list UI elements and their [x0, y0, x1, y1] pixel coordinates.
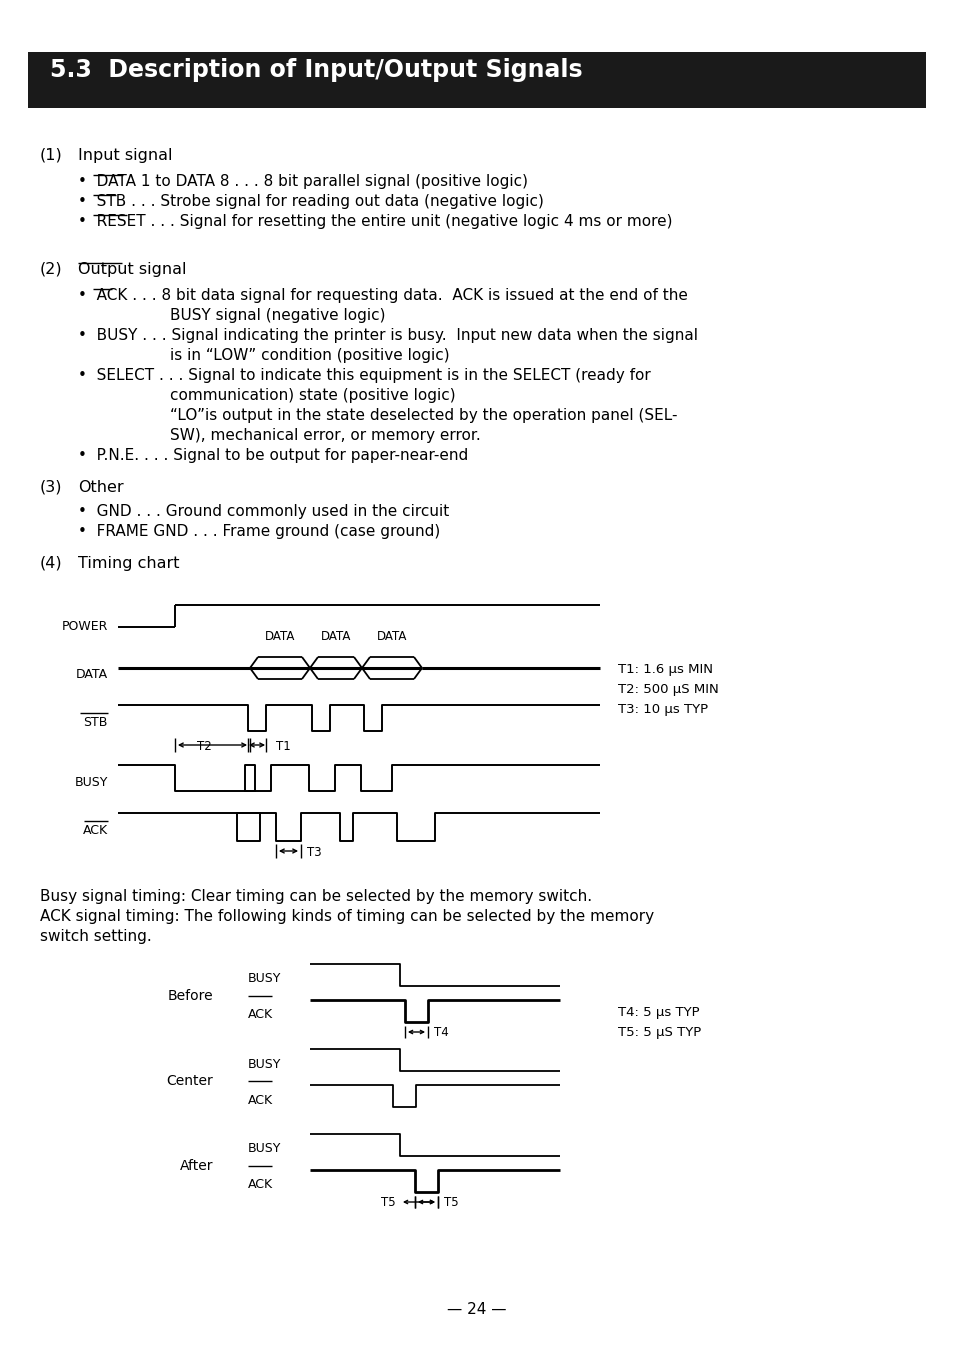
Text: BUSY signal (negative logic): BUSY signal (negative logic) [170, 308, 385, 323]
Text: BUSY: BUSY [74, 776, 108, 790]
Text: DATA: DATA [376, 630, 407, 644]
Text: (4): (4) [40, 556, 63, 571]
Text: Timing chart: Timing chart [78, 556, 179, 571]
Text: Other: Other [78, 480, 124, 495]
Text: •  P.N.E. . . . Signal to be output for paper-near-end: • P.N.E. . . . Signal to be output for p… [78, 448, 468, 462]
Text: •  DATA 1 to DATA 8 . . . 8 bit parallel signal (positive logic): • DATA 1 to DATA 8 . . . 8 bit parallel … [78, 174, 527, 189]
Text: T5: T5 [381, 1197, 395, 1210]
Text: Input signal: Input signal [78, 147, 172, 164]
Text: POWER: POWER [62, 619, 108, 633]
Text: (3): (3) [40, 480, 63, 495]
Text: •  SELECT . . . Signal to indicate this equipment is in the SELECT (ready for: • SELECT . . . Signal to indicate this e… [78, 368, 650, 383]
Text: Before: Before [167, 990, 213, 1003]
Text: DATA: DATA [320, 630, 351, 644]
FancyBboxPatch shape [28, 51, 925, 108]
Text: BUSY: BUSY [248, 1142, 281, 1156]
Text: ACK: ACK [248, 1094, 273, 1106]
Text: DATA: DATA [265, 630, 294, 644]
Text: T5: T5 [443, 1197, 458, 1210]
Text: •  BUSY . . . Signal indicating the printer is busy.  Input new data when the si: • BUSY . . . Signal indicating the print… [78, 329, 698, 343]
Text: T4: 5 μs TYP: T4: 5 μs TYP [618, 1006, 699, 1019]
Text: •  GND . . . Ground commonly used in the circuit: • GND . . . Ground commonly used in the … [78, 504, 449, 519]
Text: T2: T2 [197, 740, 212, 753]
Text: T1: T1 [275, 740, 291, 753]
Text: T2: 500 μS MIN: T2: 500 μS MIN [618, 683, 718, 696]
Text: “LO”is output in the state deselected by the operation panel (SEL-: “LO”is output in the state deselected by… [170, 408, 677, 423]
Text: (1): (1) [40, 147, 63, 164]
Text: BUSY: BUSY [248, 1057, 281, 1071]
Text: Output signal: Output signal [78, 262, 186, 277]
Text: •  STB . . . Strobe signal for reading out data (negative logic): • STB . . . Strobe signal for reading ou… [78, 193, 543, 210]
Text: communication) state (positive logic): communication) state (positive logic) [170, 388, 456, 403]
Text: •  RESET . . . Signal for resetting the entire unit (negative logic 4 ms or more: • RESET . . . Signal for resetting the e… [78, 214, 672, 228]
Text: (2): (2) [40, 262, 63, 277]
Text: ACK: ACK [83, 825, 108, 837]
Text: BUSY: BUSY [248, 972, 281, 986]
Text: •  ACK . . . 8 bit data signal for requesting data.  ACK is issued at the end of: • ACK . . . 8 bit data signal for reques… [78, 288, 687, 303]
Text: DATA: DATA [76, 668, 108, 681]
Text: is in “LOW” condition (positive logic): is in “LOW” condition (positive logic) [170, 347, 449, 362]
Text: After: After [179, 1159, 213, 1174]
Text: ACK: ACK [248, 1009, 273, 1022]
Text: 5.3  Description of Input/Output Signals: 5.3 Description of Input/Output Signals [50, 58, 582, 82]
Text: T3: T3 [307, 845, 321, 859]
Text: T1: 1.6 μs MIN: T1: 1.6 μs MIN [618, 662, 712, 676]
Text: — 24 —: — 24 — [447, 1302, 506, 1317]
Text: T4: T4 [434, 1026, 448, 1040]
Text: ACK: ACK [248, 1179, 273, 1191]
Text: STB: STB [84, 717, 108, 730]
Text: switch setting.: switch setting. [40, 929, 152, 944]
Text: •  FRAME GND . . . Frame ground (case ground): • FRAME GND . . . Frame ground (case gro… [78, 525, 439, 539]
Text: ACK signal timing: The following kinds of timing can be selected by the memory: ACK signal timing: The following kinds o… [40, 909, 654, 923]
Text: Busy signal timing: Clear timing can be selected by the memory switch.: Busy signal timing: Clear timing can be … [40, 890, 592, 904]
Text: T5: 5 μS TYP: T5: 5 μS TYP [618, 1026, 700, 1038]
Text: Center: Center [166, 1073, 213, 1088]
Text: T3: 10 μs TYP: T3: 10 μs TYP [618, 703, 707, 717]
Text: SW), mechanical error, or memory error.: SW), mechanical error, or memory error. [170, 429, 480, 443]
